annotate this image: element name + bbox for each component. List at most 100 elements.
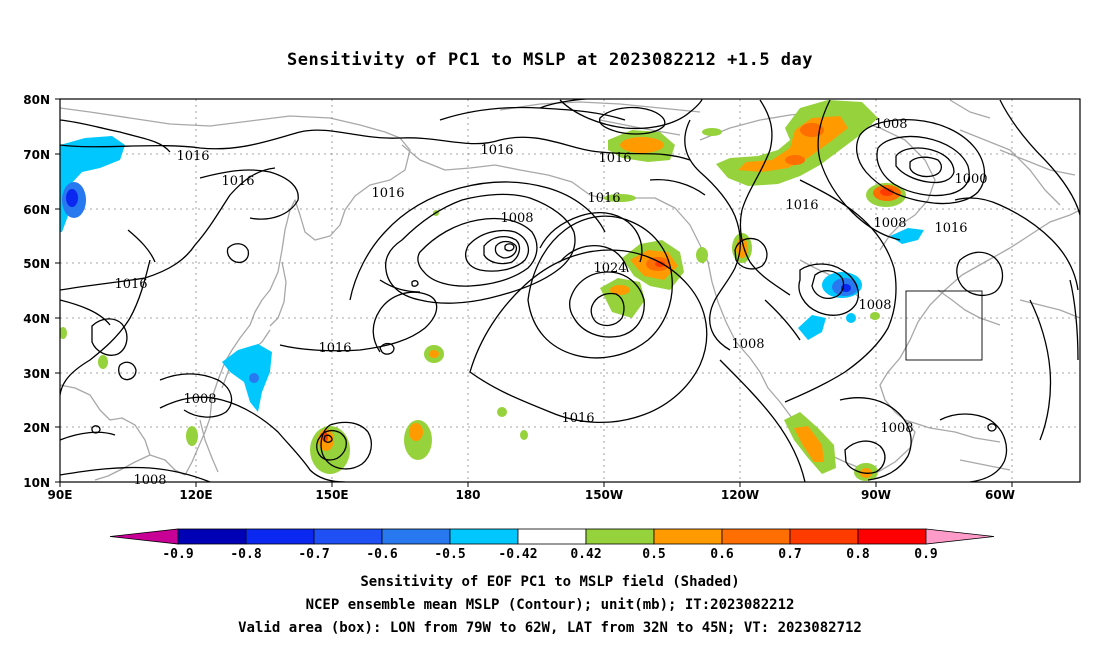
positive-sensitivity-area xyxy=(98,355,108,369)
lon-label: 120E xyxy=(179,488,212,502)
lon-label: 150W xyxy=(585,488,623,502)
contour-label: 1016 xyxy=(176,149,209,164)
colorbar-extend-low xyxy=(109,528,179,545)
colorbar-tick-label: -0.5 xyxy=(434,547,465,562)
lat-label: 50N xyxy=(23,257,50,271)
axis-ticks xyxy=(55,98,1013,487)
positive-sensitivity-area xyxy=(870,312,880,320)
lon-label: 120W xyxy=(721,488,759,502)
lat-label: 70N xyxy=(23,148,50,162)
contour-label: 1016 xyxy=(371,186,404,201)
colorbar-tick-label: -0.6 xyxy=(366,547,397,562)
contour-label: 1008 xyxy=(880,421,913,436)
map-figure: 1016 1016 1016 1016 1016 1008 1016 1024 … xyxy=(23,93,1081,562)
lat-label: 80N xyxy=(23,93,50,107)
colorbar-tick-label: -0.7 xyxy=(298,547,329,562)
contour-label: 1008 xyxy=(858,298,891,313)
contour-label: 1016 xyxy=(598,151,631,166)
lat-label: 60N xyxy=(23,203,50,217)
positive-sensitivity-core xyxy=(800,123,824,137)
contour-label: 1008 xyxy=(133,473,166,488)
colorbar-boxes xyxy=(109,528,995,545)
lon-label: 90W xyxy=(861,488,891,502)
contour-label: 1016 xyxy=(934,221,967,236)
colorbar-tick-label: 0.42 xyxy=(570,547,601,562)
contour-label: 1016 xyxy=(785,198,818,213)
contour-label: 1016 xyxy=(561,411,594,426)
contour-label: 1024 xyxy=(593,261,626,276)
colorbar-box xyxy=(381,528,451,545)
map-frame xyxy=(59,98,1081,483)
lat-label: 40N xyxy=(23,312,50,326)
positive-sensitivity-core xyxy=(880,188,894,196)
positive-sensitivity-area xyxy=(520,430,528,440)
contour-label: 1008 xyxy=(874,117,907,132)
latitude-labels: 80N 70N 60N 50N 40N 30N 20N 10N xyxy=(23,93,50,490)
positive-sensitivity-area xyxy=(696,247,708,263)
colorbar-box xyxy=(721,528,791,545)
graticule xyxy=(60,99,1080,482)
contour-label: 1016 xyxy=(318,341,351,356)
colorbar-box xyxy=(653,528,723,545)
positive-sensitivity-area xyxy=(60,327,67,339)
valid-area-box xyxy=(905,290,983,361)
positive-sensitivity-core xyxy=(785,155,805,165)
colorbar-tick-label: 0.6 xyxy=(710,547,734,562)
colorbar-tick-label: -0.8 xyxy=(230,547,261,562)
colorbar-tick-label: -0.9 xyxy=(162,547,193,562)
colorbar-labels: -0.9 -0.8 -0.7 -0.6 -0.5 -0.42 0.42 0.5 0.6 0.7 0.… xyxy=(162,547,937,562)
mslp-contours xyxy=(60,99,1080,482)
positive-sensitivity-core xyxy=(409,423,423,441)
lon-label: 150E xyxy=(315,488,348,502)
negative-sensitivity-core xyxy=(66,189,78,207)
positive-sensitivity-area xyxy=(604,194,636,202)
contour-label: 1016 xyxy=(221,174,254,189)
caption-line-2: NCEP ensemble mean MSLP (Contour); unit(… xyxy=(305,597,795,613)
contour-labels: 1016 1016 1016 1016 1016 1008 1016 1024 … xyxy=(114,117,987,488)
figure-title: Sensitivity of PC1 to MSLP at 2023082212… xyxy=(286,50,813,70)
coastlines xyxy=(60,99,1080,481)
positive-sensitivity-core xyxy=(620,137,664,153)
colorbar-tick-label: 0.5 xyxy=(642,547,665,562)
lat-label: 30N xyxy=(23,367,50,381)
lat-label: 10N xyxy=(23,476,50,490)
contour-label: 1000 xyxy=(954,172,987,187)
lon-label: 90E xyxy=(48,488,73,502)
colorbar-tick-label: 0.8 xyxy=(846,547,870,562)
colorbar-box xyxy=(789,528,859,545)
negative-sensitivity-area xyxy=(846,313,856,323)
positive-sensitivity-core xyxy=(794,426,824,462)
contour-label: 1016 xyxy=(114,277,147,292)
colorbar-tick-label: 0.9 xyxy=(914,547,937,562)
colorbar-box xyxy=(517,528,587,545)
negative-sensitivity-area xyxy=(798,315,826,340)
contour-label: 1008 xyxy=(873,216,906,231)
positive-sensitivity-core xyxy=(429,350,439,358)
contour-label: 1016 xyxy=(587,191,620,206)
contour-label: 1008 xyxy=(731,337,764,352)
caption-line-1: Sensitivity of EOF PC1 to MSLP field (Sh… xyxy=(360,574,740,590)
colorbar-extend-high xyxy=(925,528,995,545)
colorbar-box xyxy=(177,528,247,545)
colorbar-box xyxy=(313,528,383,545)
lat-label: 20N xyxy=(23,421,50,435)
lon-label: 60W xyxy=(985,488,1015,502)
contour-label: 1008 xyxy=(500,211,533,226)
negative-sensitivity-area xyxy=(222,344,272,412)
contour-label: 1008 xyxy=(183,392,216,407)
caption-line-3: Valid area (box): LON from 79W to 62W, L… xyxy=(238,620,862,636)
colorbar-tick-label: -0.42 xyxy=(498,547,537,562)
negative-sensitivity-core xyxy=(249,373,259,383)
longitude-labels: 90E 120E 150E 180 150W 120W 90W 60W xyxy=(48,488,1015,502)
colorbar-box xyxy=(857,528,927,545)
positive-sensitivity-area xyxy=(186,426,198,446)
colorbar: -0.9 -0.8 -0.7 -0.6 -0.5 -0.42 0.42 0.5 0.6 0.7 0.… xyxy=(109,528,995,562)
positive-sensitivity-core xyxy=(610,285,630,295)
colorbar-tick-label: 0.7 xyxy=(778,547,801,562)
lon-label: 180 xyxy=(455,488,480,502)
colorbar-box xyxy=(245,528,315,545)
positive-sensitivity-area xyxy=(497,407,507,417)
contour-label: 1016 xyxy=(480,143,513,158)
negative-sensitivity-area xyxy=(60,136,125,232)
colorbar-box xyxy=(585,528,655,545)
